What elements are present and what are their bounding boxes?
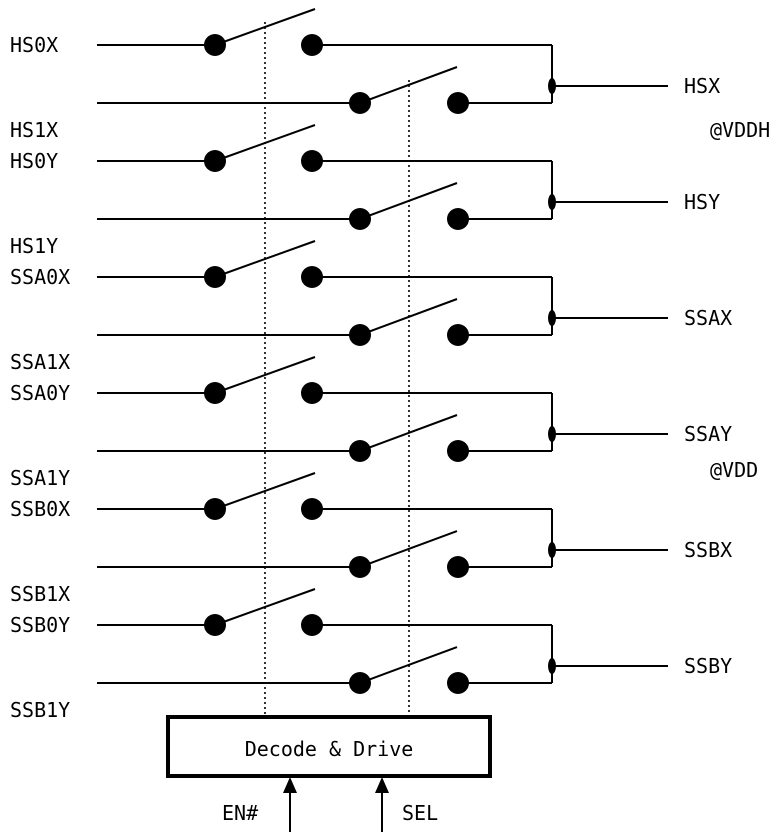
switch-channel: SSA0Y SSA1Y SSAY: [10, 356, 732, 490]
supply-label-vdd: @VDD: [710, 458, 758, 482]
input-label-0: SSA0X: [10, 265, 70, 289]
switch-0-blade: [214, 240, 316, 278]
input-label-1: HS1X: [10, 118, 58, 142]
switch-channel: SSA0X SSA1X SSAX: [10, 240, 732, 374]
enable-arrow-head: [283, 777, 297, 793]
input-label-0: SSB0Y: [10, 613, 70, 637]
switch-0-blade: [214, 8, 316, 46]
output-label: SSAY: [684, 422, 732, 446]
decode-drive-box: [166, 715, 492, 778]
output-label: HSY: [684, 190, 720, 214]
switch-0-blade: [214, 472, 316, 510]
switch-channel: SSB0X SSB1X SSBX: [10, 472, 732, 606]
switch-1-blade: [359, 646, 458, 684]
input-label-1: SSB1X: [10, 582, 70, 606]
enable-input-label: EN#: [222, 801, 258, 825]
input-label-1: SSA1X: [10, 350, 70, 374]
decode-drive-block: Decode & Drive: [166, 715, 492, 778]
switch-channels: HS0XHS1XHSXHS0YHS1YHSYSSA0XSSA1XSSAXSSA0…: [10, 8, 732, 722]
supply-label-vddh: @VDDH: [710, 118, 770, 142]
switch-1-blade: [359, 66, 458, 104]
input-label-0: HS0Y: [10, 149, 58, 173]
input-label-0: HS0X: [10, 33, 58, 57]
input-label-1: HS1Y: [10, 234, 58, 258]
switch-channel: SSB0Y SSB1Y SSBY: [10, 588, 732, 722]
decode-drive-label: Decode & Drive: [245, 737, 414, 761]
switch-1-blade: [359, 414, 458, 452]
output-label: HSX: [684, 74, 720, 98]
enable-input: EN#: [222, 777, 297, 832]
input-label-0: SSA0Y: [10, 381, 70, 405]
switch-0-blade: [214, 588, 316, 626]
switch-1-blade: [359, 298, 458, 336]
select-input-label: SEL: [402, 801, 438, 825]
switch-0-blade: [214, 356, 316, 394]
switch-1-blade: [359, 530, 458, 568]
output-label: SSAX: [684, 306, 732, 330]
switch-1-blade: [359, 182, 458, 220]
output-label: SSBY: [684, 654, 732, 678]
switch-channel: HS0X HS1X HSX: [10, 8, 720, 142]
select-input: SEL: [375, 777, 438, 832]
select-arrow-head: [375, 777, 389, 793]
input-label-1: SSA1Y: [10, 466, 70, 490]
input-label-1: SSB1Y: [10, 698, 70, 722]
switch-0-blade: [214, 124, 316, 162]
output-label: SSBX: [684, 538, 732, 562]
input-label-0: SSB0X: [10, 497, 70, 521]
switch-channel: HS0Y HS1Y HSY: [10, 124, 720, 258]
